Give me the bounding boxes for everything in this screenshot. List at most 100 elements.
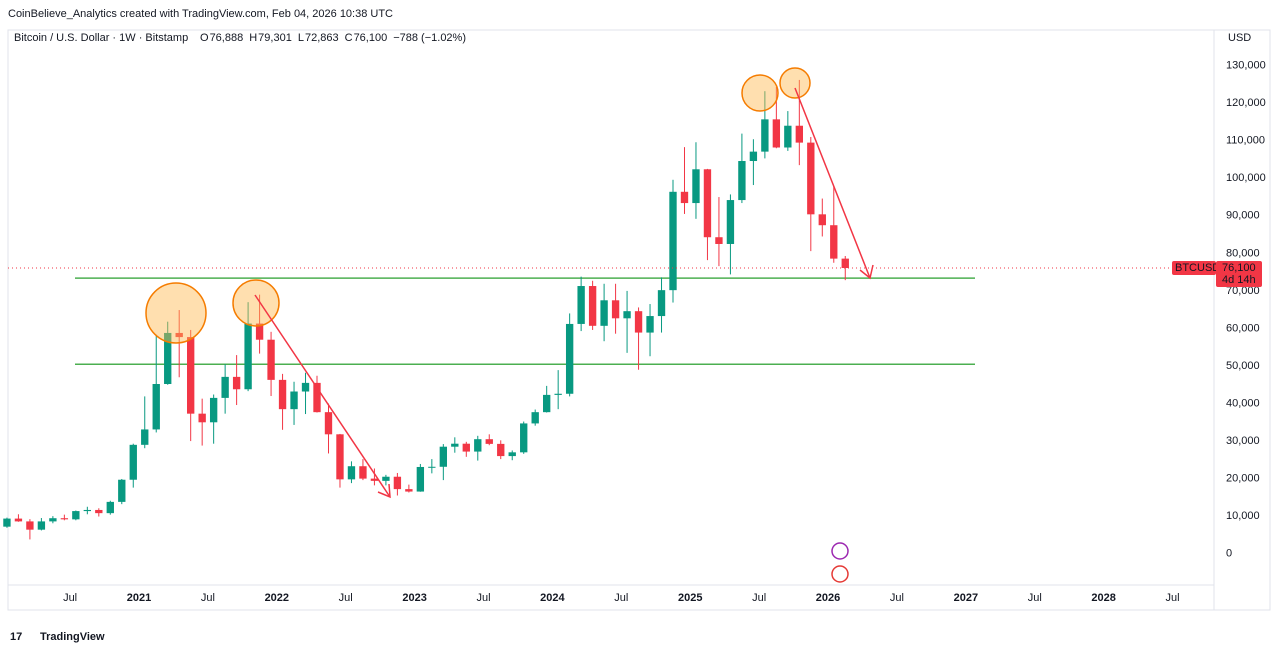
candle-body bbox=[267, 339, 275, 380]
ohlc-value: 76,888 bbox=[210, 32, 244, 44]
candle-body bbox=[83, 509, 92, 512]
candle-body bbox=[152, 384, 160, 430]
price-badge bbox=[1216, 261, 1262, 288]
trend-arrow bbox=[254, 294, 391, 498]
candle-body bbox=[807, 142, 815, 215]
candle-body bbox=[623, 311, 631, 319]
logo: 17 TradingView bbox=[10, 631, 105, 643]
price-label: 76,100 bbox=[1222, 262, 1256, 274]
candle-body bbox=[428, 466, 436, 468]
symbol-badge bbox=[1172, 261, 1216, 276]
y-tick-label: 120,000 bbox=[1226, 97, 1266, 109]
y-tick-label: 10,000 bbox=[1226, 510, 1260, 522]
candle-body bbox=[439, 446, 448, 467]
x-tick-label: Jul bbox=[614, 592, 628, 604]
y-tick-label: 80,000 bbox=[1226, 247, 1260, 259]
candle-body bbox=[370, 478, 379, 481]
candle-body bbox=[60, 518, 69, 520]
event-icon[interactable] bbox=[831, 542, 849, 560]
candle-body bbox=[175, 332, 183, 338]
candle-body bbox=[497, 443, 505, 457]
candle-body bbox=[520, 423, 528, 453]
brand: TradingView bbox=[40, 631, 105, 643]
symbol-label: BTCUSD bbox=[1175, 262, 1220, 274]
x-tick-label: Jul bbox=[890, 592, 904, 604]
annotations bbox=[145, 67, 874, 583]
ohlc-key: H bbox=[249, 32, 257, 44]
x-tick-label: Jul bbox=[63, 592, 77, 604]
candle-body bbox=[795, 125, 803, 143]
candle-body bbox=[382, 476, 390, 481]
x-tick-label: 2024 bbox=[540, 592, 565, 604]
y-tick-label: 100,000 bbox=[1226, 172, 1266, 184]
candle-body bbox=[72, 511, 80, 520]
candle-body bbox=[141, 429, 149, 445]
candle-body bbox=[278, 379, 287, 410]
candle-body bbox=[164, 332, 172, 385]
event-icon[interactable] bbox=[831, 565, 849, 583]
candle-body bbox=[841, 258, 849, 269]
candle-body bbox=[187, 337, 195, 414]
candle-body bbox=[347, 466, 356, 480]
candle-body bbox=[588, 286, 597, 326]
candle-body bbox=[462, 443, 470, 452]
candle-body bbox=[577, 286, 585, 324]
arrow-head bbox=[377, 483, 391, 499]
highlight-circle bbox=[232, 279, 280, 327]
candle-body bbox=[118, 479, 126, 502]
ohlc-key: L bbox=[298, 32, 304, 44]
candle-body bbox=[726, 200, 735, 244]
candle-body bbox=[565, 323, 574, 394]
x-tick-label: 2025 bbox=[678, 592, 702, 604]
candle-body bbox=[37, 521, 46, 530]
candle-body bbox=[49, 518, 57, 522]
candle-body bbox=[646, 316, 654, 333]
candle-body bbox=[209, 397, 218, 423]
candle-body bbox=[198, 413, 206, 423]
x-tick-label: Jul bbox=[339, 592, 353, 604]
y-tick-label: 20,000 bbox=[1226, 473, 1260, 485]
candle-body bbox=[416, 466, 425, 492]
candle-body bbox=[543, 394, 551, 413]
symbol-title: Bitcoin / U.S. Dollar · 1W · Bitstamp bbox=[14, 32, 188, 44]
candle-body bbox=[301, 382, 310, 392]
logo-mark: 17 bbox=[10, 631, 22, 643]
y-tick-label: 30,000 bbox=[1226, 435, 1260, 447]
candle-body bbox=[3, 518, 11, 527]
y-tick-label: 70,000 bbox=[1226, 285, 1260, 297]
candle-body bbox=[474, 439, 482, 452]
candle-body bbox=[772, 119, 781, 148]
candle-body bbox=[255, 323, 264, 340]
currency-label: USD bbox=[1228, 32, 1251, 44]
candle-body bbox=[106, 501, 114, 514]
y-tick-label: 130,000 bbox=[1226, 60, 1266, 72]
x-tick-label: 2028 bbox=[1091, 592, 1115, 604]
countdown-label: 4d 14h bbox=[1222, 274, 1256, 286]
candle-body bbox=[485, 439, 493, 444]
y-tick-label: 90,000 bbox=[1226, 210, 1260, 222]
x-tick-label: Jul bbox=[1166, 592, 1180, 604]
candle-body bbox=[451, 443, 459, 447]
candle-body bbox=[669, 191, 677, 291]
highlight-circle bbox=[779, 67, 811, 99]
candle-body bbox=[290, 391, 298, 410]
candle-body bbox=[738, 161, 746, 201]
candle-body bbox=[324, 412, 333, 435]
candle-body bbox=[336, 434, 344, 480]
candle-body bbox=[657, 290, 666, 317]
ohlc-value: 76,100 bbox=[354, 32, 388, 44]
y-tick-label: 0 bbox=[1226, 548, 1232, 560]
ohlc-key: O bbox=[200, 32, 209, 44]
candle-body bbox=[14, 518, 23, 522]
candle-body bbox=[692, 169, 700, 204]
candle-body bbox=[508, 452, 516, 457]
x-tick-label: Jul bbox=[201, 592, 215, 604]
candle-body bbox=[611, 300, 620, 319]
candle-body bbox=[129, 444, 137, 480]
candle-body bbox=[600, 300, 608, 326]
candle-body bbox=[749, 151, 758, 162]
candle-body bbox=[818, 214, 826, 226]
candle-body bbox=[244, 323, 252, 390]
ohlc-value: 72,863 bbox=[305, 32, 339, 44]
